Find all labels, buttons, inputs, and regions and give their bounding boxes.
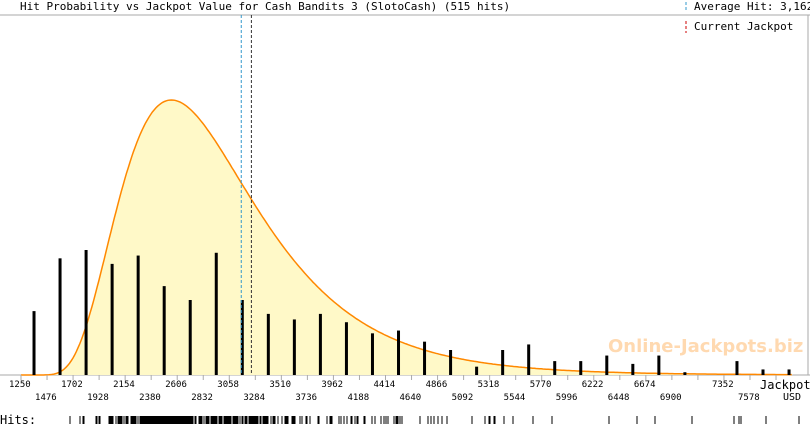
x-tick-label: 5544 — [503, 393, 526, 403]
x-tick-label: 5770 — [529, 380, 552, 390]
x-tick-label: 6222 — [581, 380, 604, 390]
hit-bar — [84, 250, 88, 375]
hit-bar — [58, 258, 62, 375]
hit-bar — [527, 344, 531, 375]
hit-bar — [188, 300, 192, 375]
hit-bar — [735, 361, 739, 375]
hit-bar — [683, 372, 687, 375]
probability-curve — [21, 99, 792, 376]
hit-bar — [761, 369, 765, 375]
x-tick-label: 3736 — [295, 393, 318, 403]
hit-bar — [292, 319, 296, 375]
x-tick-label: 6448 — [607, 393, 630, 403]
x-tick-label: 1702 — [61, 380, 83, 390]
chart-title: Hit Probability vs Jackpot Value for Cas… — [20, 0, 511, 13]
hit-bar — [657, 355, 661, 375]
hit-bar — [240, 300, 244, 375]
x-axis-label-unit: USD — [783, 392, 802, 403]
hit-bar — [266, 313, 270, 375]
x-tick-label: 4188 — [347, 393, 370, 403]
x-tick-label: 4414 — [373, 380, 396, 390]
x-tick-label: 3510 — [269, 380, 292, 390]
x-tick-label: 1476 — [35, 393, 57, 403]
x-tick-label: 3284 — [243, 393, 265, 403]
rug-label: Hits: — [0, 413, 37, 427]
hit-bar — [136, 255, 140, 375]
x-tick-label: 2606 — [165, 380, 187, 390]
x-tick-label: 5996 — [555, 393, 578, 403]
hit-bar — [318, 313, 322, 375]
x-tick-label: 7352 — [711, 380, 734, 390]
hit-bar — [214, 252, 218, 375]
hit-bar — [32, 311, 36, 375]
x-tick-label: 6900 — [659, 393, 682, 403]
hit-bar — [423, 341, 427, 375]
hit-bar — [501, 350, 505, 375]
legend-average-hit: Average Hit: 3,162 — [694, 0, 810, 13]
hit-bar — [397, 330, 401, 375]
x-tick-label: 3058 — [217, 380, 239, 390]
hit-bar — [787, 369, 791, 375]
hit-bar — [475, 366, 479, 375]
hit-bar — [553, 361, 557, 375]
hit-bar — [449, 350, 453, 375]
x-tick-label: 2154 — [113, 380, 135, 390]
hit-bar — [162, 286, 166, 375]
hit-bar — [370, 333, 374, 375]
hit-bar — [605, 355, 609, 375]
curve-fill — [21, 100, 793, 375]
x-tick-label: 5092 — [451, 393, 474, 403]
hit-bar — [344, 322, 348, 375]
hit-bar — [110, 263, 114, 375]
x-tick-label: 6674 — [633, 380, 656, 390]
x-axis-label: Jackpot, — [760, 378, 810, 392]
x-tick-label: 4640 — [399, 393, 422, 403]
x-tick-label: 1250 — [9, 380, 31, 390]
x-tick-label: 7578 — [737, 393, 760, 403]
hit-bar — [579, 361, 583, 375]
x-tick-label: 3962 — [321, 380, 344, 390]
x-tick-label: 2832 — [191, 393, 213, 403]
watermark: Online-Jackpots.biz — [608, 336, 804, 357]
x-tick-label: 4866 — [425, 380, 448, 390]
x-tick-label: 5318 — [477, 380, 500, 390]
x-tick-label: 2380 — [139, 393, 161, 403]
x-tick-label: 1928 — [87, 393, 109, 403]
hit-bar — [631, 363, 635, 375]
legend-current-jackpot: Current Jackpot — [694, 20, 794, 33]
